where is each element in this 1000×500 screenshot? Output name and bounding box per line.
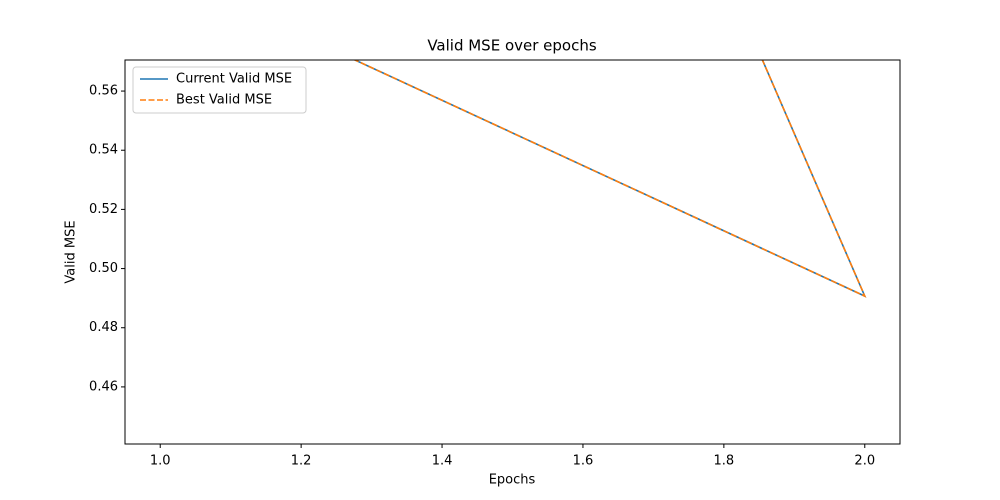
y-tick-label: 0.48	[89, 320, 118, 335]
y-tick-label: 0.46	[89, 379, 118, 394]
y-tick-label: 0.54	[89, 143, 118, 158]
legend-box	[132, 66, 307, 114]
y-tick-label: 0.50	[89, 261, 118, 276]
x-tick-label: 1.6	[573, 454, 594, 469]
plot-area	[353, 60, 867, 298]
x-tick-label: 2.0	[854, 454, 875, 469]
axes-frame	[124, 59, 901, 445]
y-tick-label: 0.52	[89, 202, 118, 217]
x-tick-label: 1.2	[291, 454, 312, 469]
y-axis-label: Valid MSE	[64, 220, 79, 283]
chart-title: Valid MSE over epochs	[427, 37, 597, 55]
legend-label: Current Valid MSE	[176, 72, 292, 87]
x-tick-label: 1.8	[714, 454, 735, 469]
legend-label: Best Valid MSE	[176, 93, 272, 108]
x-tick-label: 1.0	[150, 454, 171, 469]
x-tick-label: 1.4	[432, 454, 453, 469]
y-tick-label: 0.56	[89, 84, 118, 99]
line-series	[353, 60, 867, 298]
x-axis-label: Epochs	[489, 473, 536, 488]
